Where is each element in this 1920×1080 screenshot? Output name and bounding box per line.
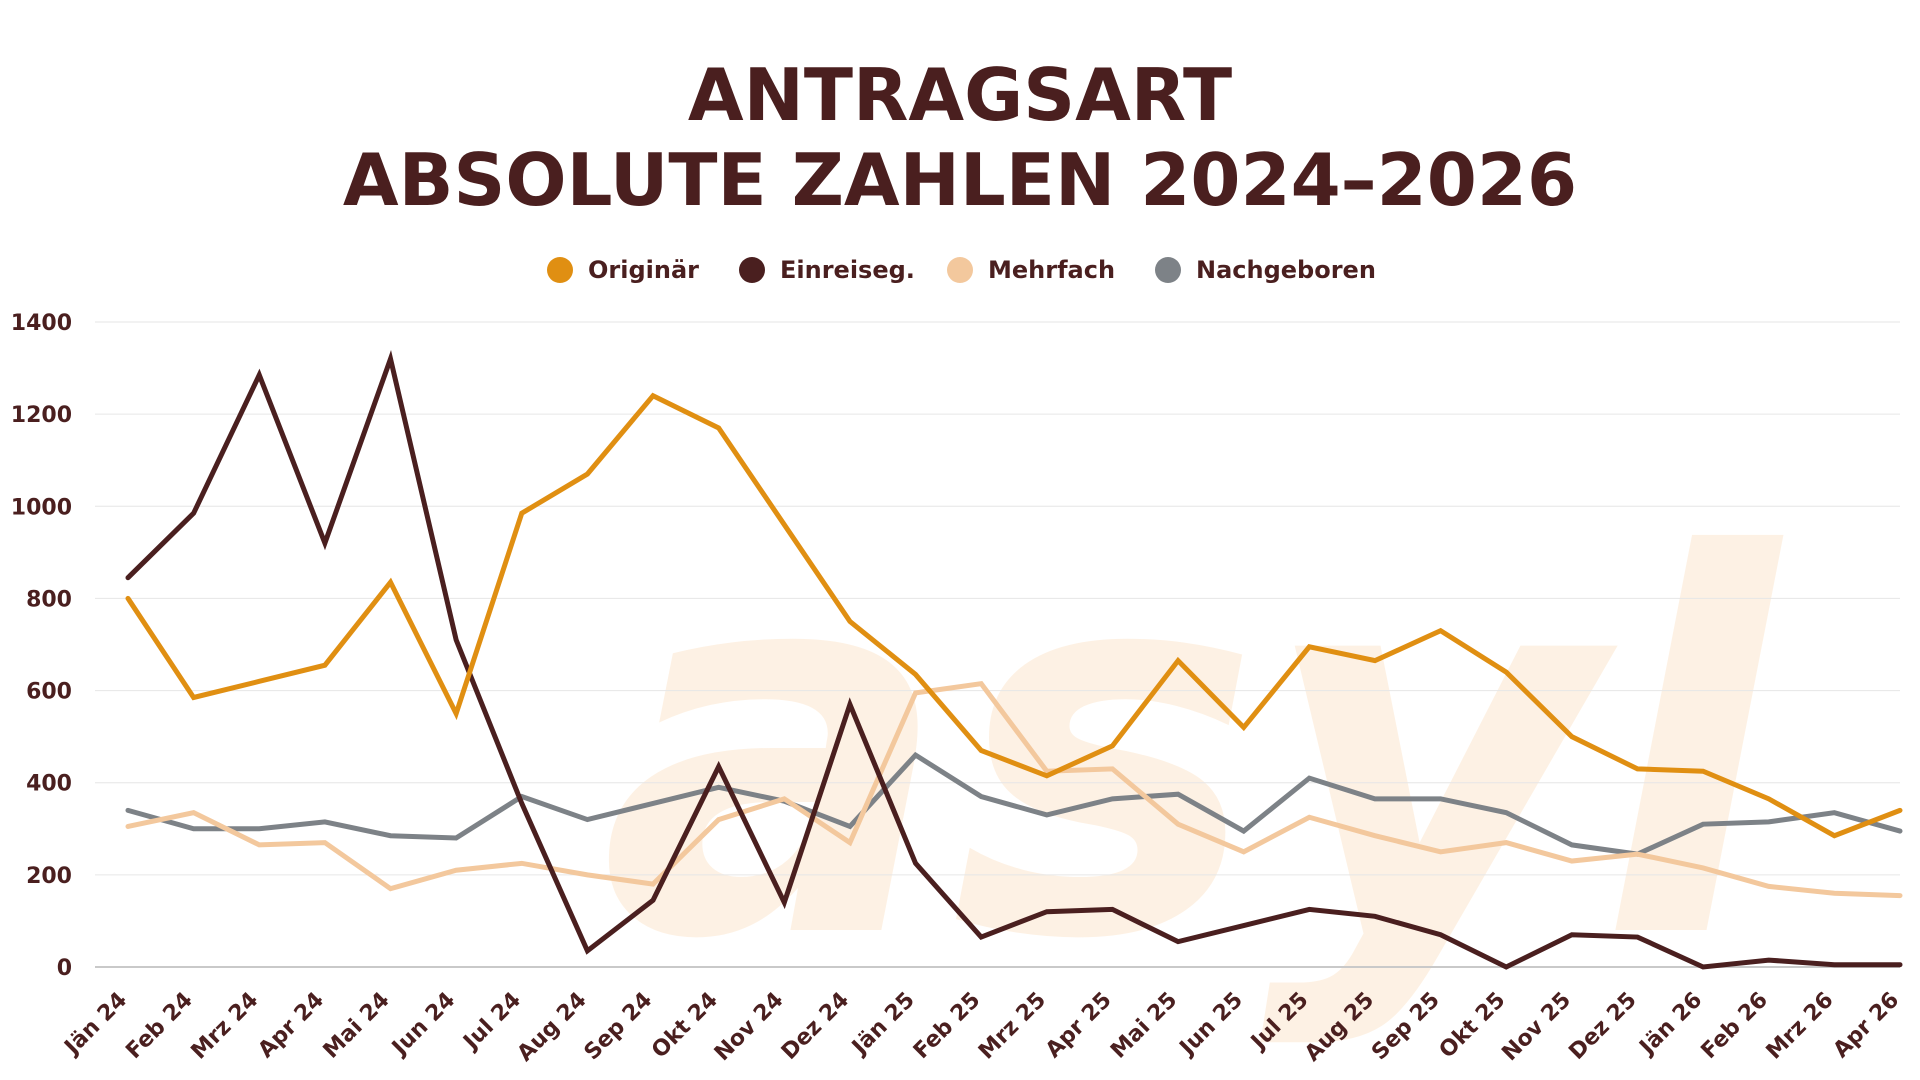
legend-label: Originär — [588, 256, 699, 284]
chart-title: ANTRAGSART ABSOLUTE ZAHLEN 2024–2026 — [343, 53, 1577, 222]
legend-marker — [947, 257, 973, 283]
series-line — [125, 680, 1903, 899]
series-lines — [125, 350, 1903, 970]
watermark-text: asyl — [600, 447, 1786, 1053]
y-tick-label: 600 — [26, 680, 72, 705]
x-tick-label: Apr 24 — [254, 988, 330, 1064]
x-tick-label: Mai 24 — [319, 988, 395, 1064]
legend: Originär Einreiseg. Mehrfach Nachgeboren — [547, 256, 1376, 284]
legend-label: Mehrfach — [988, 256, 1115, 284]
y-tick-label: 1400 — [11, 311, 72, 336]
x-tick-label: Apr 26 — [1829, 988, 1905, 1064]
x-tick-label: Feb 24 — [121, 988, 197, 1064]
chart-title-line-2: ABSOLUTE ZAHLEN 2024–2026 — [343, 138, 1577, 222]
y-tick-label: 1200 — [11, 403, 72, 428]
series-line — [125, 350, 1903, 970]
legend-marker — [547, 257, 573, 283]
series-line — [125, 392, 1903, 839]
series-line — [125, 751, 1903, 857]
legend-label: Einreiseg. — [780, 256, 915, 284]
x-tick-label: Jän 24 — [59, 988, 133, 1062]
x-tick-label: Aug 24 — [513, 988, 592, 1067]
legend-label: Nachgeboren — [1196, 256, 1376, 284]
legend-marker — [739, 257, 765, 283]
y-tick-label: 0 — [57, 956, 72, 981]
y-axis: 0 200 400 600 800 1000 1200 1400 — [11, 311, 72, 981]
y-tick-label: 200 — [26, 864, 72, 889]
y-tick-label: 800 — [26, 587, 72, 612]
gridlines — [95, 321, 1900, 968]
y-tick-label: 400 — [26, 772, 72, 797]
x-tick-label: Jun 24 — [386, 988, 460, 1062]
legend-marker — [1155, 257, 1181, 283]
chart-title-line-1: ANTRAGSART — [688, 53, 1232, 137]
y-tick-label: 1000 — [11, 495, 72, 520]
x-tick-label: Mrz 24 — [187, 988, 264, 1065]
